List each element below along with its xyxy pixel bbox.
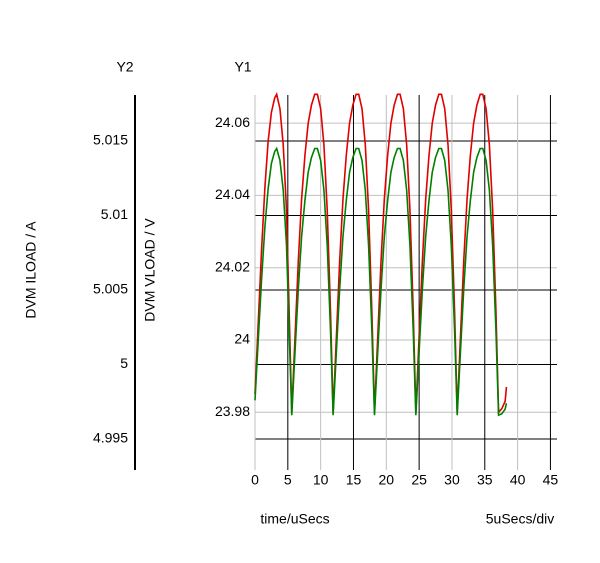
x-tick-label: 15: [346, 472, 362, 488]
y2-tick-label: 5.015: [93, 132, 128, 148]
y-tick-label: 24.02: [215, 258, 250, 274]
y2-tick-label: 5.01: [101, 206, 128, 222]
y-tick-label: 24.04: [215, 186, 250, 202]
y2-header: Y2: [116, 59, 133, 75]
x-tick-label: 10: [313, 472, 329, 488]
x-tick-label: 0: [251, 472, 259, 488]
y2-tick-label: 4.995: [93, 430, 128, 446]
series-line: [254, 146, 508, 417]
annotation: 5uSecs/div: [486, 511, 554, 527]
x-tick-label: 25: [411, 472, 427, 488]
x-tick-label: 35: [477, 472, 493, 488]
y1-header: Y1: [234, 59, 251, 75]
x-tick-label: 20: [379, 472, 395, 488]
x-axis-title: time/uSecs: [260, 511, 329, 527]
y2-axis-title: DVM ILOAD / A: [23, 221, 39, 319]
series-line: [254, 92, 508, 415]
y-tick-label: 23.98: [215, 403, 250, 419]
x-tick-label: 30: [444, 472, 460, 488]
y-tick-label: 24: [234, 331, 250, 347]
y-axis-title: DVM VLOAD / V: [142, 218, 158, 322]
y2-tick-label: 5.005: [93, 281, 128, 297]
x-tick-label: 5: [284, 472, 292, 488]
x-tick-label: 45: [543, 472, 559, 488]
x-tick-label: 40: [510, 472, 526, 488]
y-tick-label: 24.06: [215, 114, 250, 130]
y2-tick-label: 5: [120, 355, 128, 371]
